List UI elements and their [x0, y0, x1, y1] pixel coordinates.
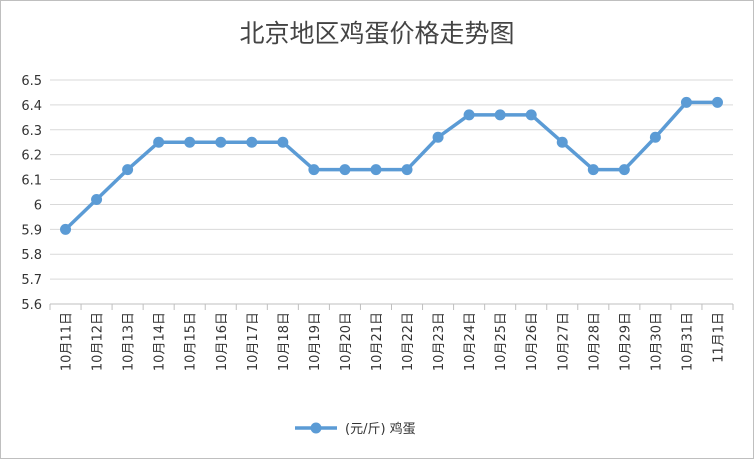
x-tick-label: 10月21日 [370, 312, 385, 371]
gridlines [50, 79, 733, 305]
data-point [122, 164, 134, 176]
chart-title: 北京地区鸡蛋价格走势图 [239, 19, 515, 48]
x-tick-label: 10月31日 [680, 312, 695, 371]
y-tick-label: 5.8 [21, 248, 42, 263]
x-tick-label: 10月13日 [122, 312, 137, 371]
y-tick-label: 5.6 [21, 298, 42, 313]
y-tick-label: 6.3 [21, 124, 42, 139]
data-point [60, 223, 72, 235]
data-point [432, 131, 444, 143]
data-point [587, 164, 599, 176]
y-tick-label: 6.5 [21, 74, 42, 89]
legend: (元/斤) 鸡蛋 [295, 421, 416, 437]
y-tick-label: 6.2 [21, 149, 42, 164]
data-point [246, 136, 258, 148]
data-point [184, 136, 196, 148]
x-tick-label: 10月17日 [246, 312, 261, 371]
data-point [525, 109, 537, 121]
legend-marker [310, 422, 322, 434]
x-tick-label: 10月29日 [618, 312, 633, 371]
x-tick-label: 10月27日 [556, 312, 571, 371]
data-point [401, 164, 413, 176]
x-tick-label: 10月22日 [401, 312, 416, 371]
data-point [339, 164, 351, 176]
data-point [494, 109, 506, 121]
y-tick-label: 6.4 [21, 99, 42, 114]
x-tick-label: 10月18日 [277, 312, 292, 371]
legend-label: (元/斤) 鸡蛋 [345, 421, 416, 437]
y-tick-label: 5.7 [21, 273, 42, 288]
x-tick-label: 10月16日 [215, 312, 230, 371]
y-tick-label: 6.1 [21, 174, 42, 189]
x-tick-label: 10月14日 [153, 312, 168, 371]
x-tick-label: 11月1日 [711, 312, 726, 363]
series-layer [60, 96, 723, 235]
data-point [370, 164, 382, 176]
x-tick-label: 10月26日 [525, 312, 540, 371]
x-tick-label: 10月15日 [184, 312, 199, 371]
data-point [680, 96, 692, 108]
y-tick-label: 5.9 [21, 223, 42, 238]
x-tick-label: 10月24日 [463, 312, 478, 371]
series-line [64, 100, 718, 231]
data-point [711, 96, 723, 108]
data-point [308, 164, 320, 176]
x-tick-label: 10月28日 [587, 312, 602, 371]
x-tick-label: 10月11日 [60, 312, 75, 371]
data-point [556, 136, 568, 148]
data-point [277, 136, 289, 148]
y-axis-ticks: 5.6 5.7 5.8 5.9 6 6.1 6.2 6.3 6.4 6.5 [21, 74, 42, 313]
y-tick-label: 6 [34, 198, 42, 213]
x-tick-label: 10月12日 [91, 312, 106, 371]
x-axis: 10月11日 10月12日 10月13日 10月14日 10月15日 10月16日 10月1… [49, 303, 734, 371]
data-point [215, 136, 227, 148]
x-tick-label: 10月23日 [432, 312, 447, 371]
x-tick-label: 10月25日 [494, 312, 509, 371]
data-point [463, 109, 475, 121]
data-point [649, 131, 661, 143]
x-tick-label: 10月30日 [649, 312, 664, 371]
x-tick-label: 10月20日 [339, 312, 354, 371]
x-tick-label: 10月19日 [308, 312, 323, 371]
data-point [91, 193, 103, 205]
data-point [153, 136, 165, 148]
data-point [618, 164, 630, 176]
